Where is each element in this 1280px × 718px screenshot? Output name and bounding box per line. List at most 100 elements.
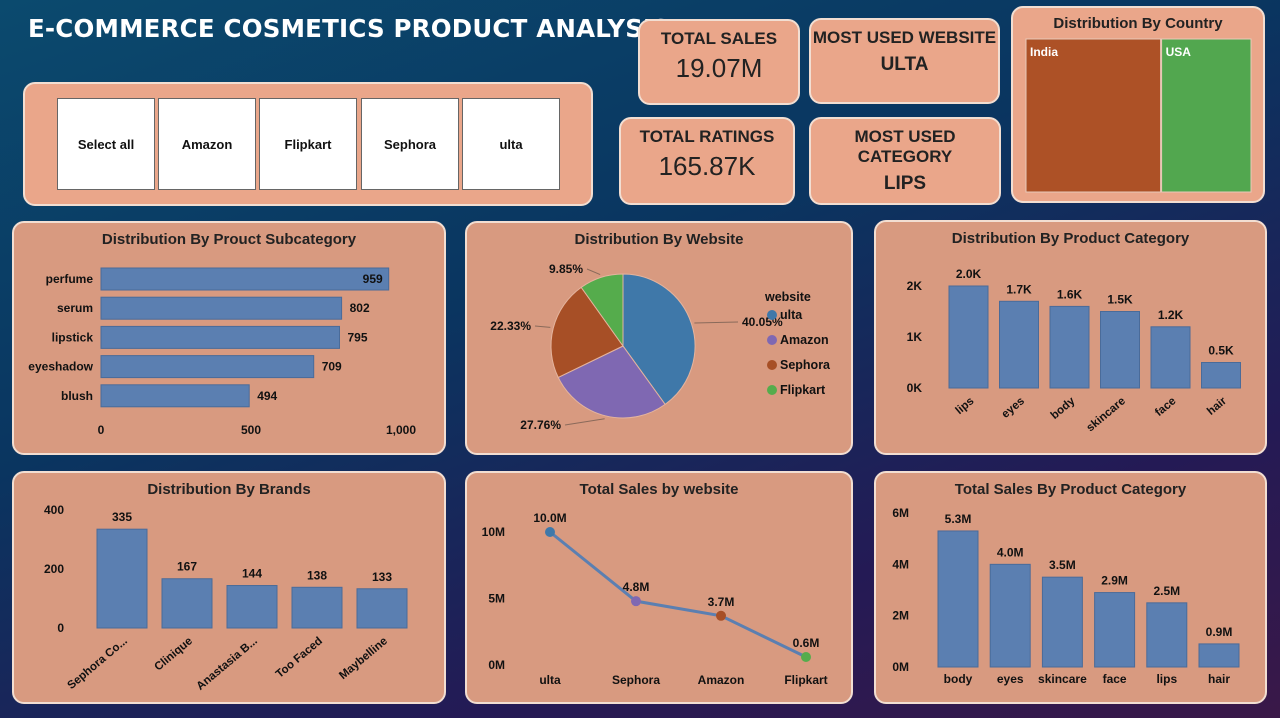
bar <box>356 588 408 629</box>
x-tick-label: hair <box>1205 395 1229 418</box>
x-tick-label: Clinique <box>152 635 194 673</box>
chart-title: Distribution By Brands <box>147 481 311 498</box>
bar <box>989 563 1031 668</box>
x-tick-label: Flipkart <box>784 673 827 687</box>
y-tick-label: 2K <box>907 279 923 293</box>
data-label: 709 <box>322 360 342 374</box>
data-label: 144 <box>242 567 262 581</box>
subcategory-bar-chart: perfume 959 serum 802 lipstick 795 eyeshadow 70… <box>28 267 416 437</box>
data-point <box>801 652 811 663</box>
y-tick-label: 0K <box>907 381 923 395</box>
data-label: 3.5M <box>1049 558 1076 572</box>
bar <box>999 300 1039 389</box>
treemap-label: USA <box>1166 45 1192 59</box>
legend-title: website <box>764 290 811 304</box>
slicer-ulta[interactable]: ulta <box>462 98 560 190</box>
bar <box>1150 326 1191 389</box>
treemap-label: India <box>1030 45 1058 59</box>
kpi-value: LIPS <box>883 173 927 194</box>
chart-title: Distribution By Prouct Subcategory <box>101 231 357 248</box>
data-label: 133 <box>372 570 392 584</box>
y-tick-label: 0M <box>892 660 909 674</box>
legend-label: ulta <box>780 308 803 322</box>
pie-slice <box>550 286 624 379</box>
legend-label: Sephora <box>780 358 831 372</box>
x-tick-label: skincare <box>1084 395 1127 434</box>
legend-marker <box>767 360 777 370</box>
kpi-most-used-website: MOST USED WEBSITE ULTA <box>809 18 1000 104</box>
bar <box>1100 311 1140 389</box>
treemap-tile <box>1161 38 1252 193</box>
slicer-flipkart[interactable]: Flipkart <box>259 98 357 190</box>
y-tick-label: 1K <box>907 330 923 344</box>
kpi-most-used-category: MOST USED CATEGORY LIPS <box>809 117 1001 205</box>
data-label: 0.5K <box>1208 344 1234 358</box>
y-tick-label: 10M <box>482 525 505 539</box>
category-chart-card: Distribution By Product Category 0K 1K 2K 2… <box>874 220 1267 455</box>
data-label: 2.5M <box>1153 584 1180 598</box>
brands-bar-chart: 0 200 400 335 Sephora Co... 167 Clinique 144 Ana… <box>44 503 408 693</box>
page-title: E-COMMERCE COSMETICS PRODUCT ANALYSIS <box>28 14 671 43</box>
legend-marker <box>767 335 777 345</box>
bar <box>1094 592 1136 668</box>
leader-line <box>694 321 739 324</box>
x-tick-label: skincare <box>1038 672 1087 686</box>
data-label: 3.7M <box>708 595 735 609</box>
website-slicer: Select all Amazon Flipkart Sephora ulta <box>23 82 593 206</box>
website-pie-card: Distribution By Website 40.05% 27.76% 22.3… <box>465 221 853 455</box>
data-label: 2.9M <box>1101 574 1128 588</box>
x-tick-label: Maybelline <box>337 635 390 682</box>
brands-chart-card: Distribution By Brands 0 200 400 335 Sephora… <box>12 471 446 704</box>
kpi-total-sales: TOTAL SALES 19.07M <box>638 19 800 105</box>
data-label: 1.2K <box>1158 308 1184 322</box>
bar <box>161 578 213 629</box>
data-label: 138 <box>307 568 327 582</box>
data-label: 22.33% <box>490 319 531 333</box>
bar <box>226 585 278 629</box>
country-treemap-card: Distribution By Country India USA <box>1011 6 1265 203</box>
data-label: 1.7K <box>1006 282 1032 296</box>
slicer-sephora[interactable]: Sephora <box>361 98 459 190</box>
y-tick-label: 5M <box>488 592 505 606</box>
data-label: 9.85% <box>549 262 583 276</box>
kpi-value: ULTA <box>880 54 929 75</box>
data-label: 0.9M <box>1206 625 1233 639</box>
chart-title: Total Sales by website <box>579 481 739 498</box>
category-label: serum <box>57 301 93 315</box>
sales-website-line-chart: 0M 5M 10M 10.0M ulta 4.8M Sephora 3.7M Amazon 0.6… <box>482 511 828 687</box>
data-label: 4.8M <box>623 580 650 594</box>
category-label: eyeshadow <box>28 360 93 374</box>
data-label: 1.5K <box>1107 293 1133 307</box>
bar <box>937 530 979 668</box>
kpi-label: MOST USED WEBSITE <box>812 28 997 47</box>
pie-slice <box>557 345 666 419</box>
legend-label: Flipkart <box>780 383 826 397</box>
x-tick-label: Too Faced <box>274 635 325 681</box>
legend-marker <box>767 385 777 395</box>
data-label: 2.0K <box>956 267 982 281</box>
data-label: 494 <box>257 389 277 403</box>
slicer-amazon[interactable]: Amazon <box>158 98 256 190</box>
data-label: 0.6M <box>793 636 820 650</box>
x-tick-label: body <box>1049 395 1078 422</box>
x-tick-label: lips <box>954 395 977 417</box>
kpi-value: 19.07M <box>675 53 763 83</box>
x-tick-label: eyes <box>1000 395 1027 421</box>
bar <box>100 384 250 408</box>
x-tick-label: Amazon <box>698 673 745 687</box>
x-tick-label: face <box>1153 395 1178 419</box>
bar <box>1041 576 1083 668</box>
y-tick-label: 200 <box>44 562 64 576</box>
category-bar-chart: 0K 1K 2K 2.0K lips 1.7K eyes 1.6K body 1.5K skinca… <box>907 267 1241 434</box>
pie-slice <box>580 273 624 348</box>
data-label: 802 <box>350 301 370 315</box>
bar <box>1198 643 1240 668</box>
x-tick-label: lips <box>1156 672 1177 686</box>
data-label: 10.0M <box>533 511 566 525</box>
data-label: 335 <box>112 510 132 524</box>
slicer-select-all[interactable]: Select all <box>57 98 155 190</box>
sales-category-bar-chart: 0M 2M 4M 6M 5.3M body 4.0M eyes 3.5M skincare 2.9M… <box>892 506 1240 686</box>
bar <box>100 325 340 349</box>
kpi-label: TOTAL SALES <box>660 29 778 48</box>
y-tick-label: 0 <box>57 621 64 635</box>
